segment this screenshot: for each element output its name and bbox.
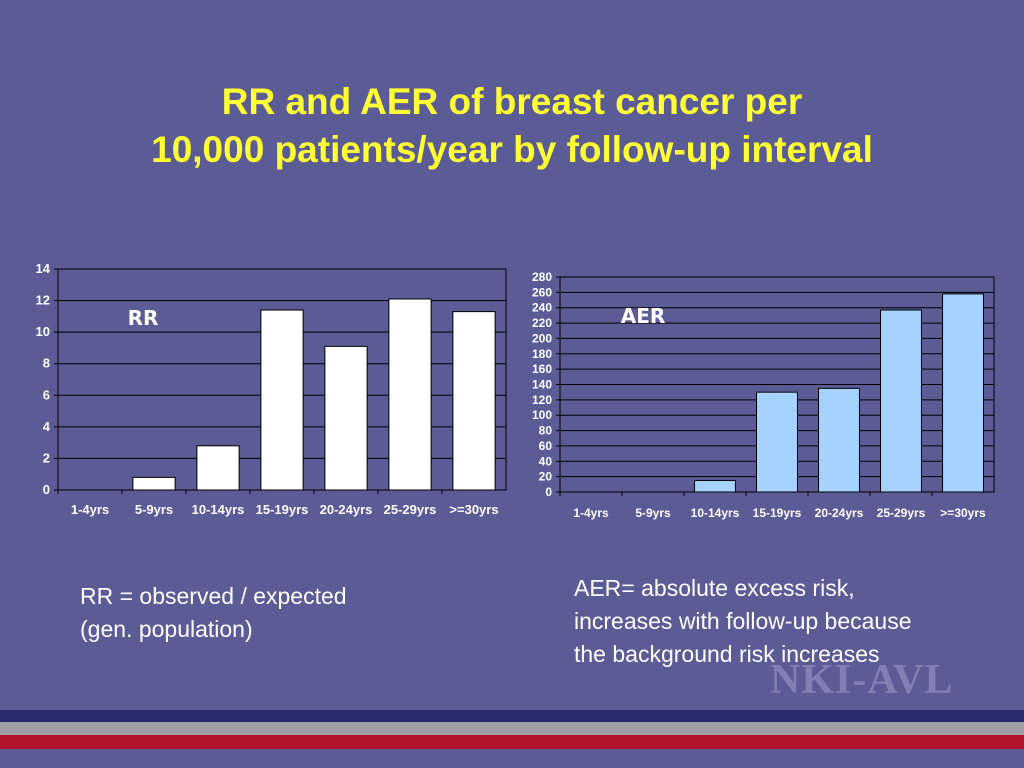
footer-stripe-gray <box>0 722 1024 735</box>
rr-bar <box>452 311 496 491</box>
aer-note: AER= absolute excess risk, increases wit… <box>574 572 912 671</box>
aer-bar <box>694 479 736 493</box>
rr-note-line-1: RR = observed / expected <box>80 583 347 609</box>
aer-ytick-label: 120 <box>532 393 552 407</box>
rr-xtick-label: 15-19yrs <box>256 502 309 517</box>
aer-ytick-label: 280 <box>532 270 552 284</box>
aer-ytick-label: 220 <box>532 316 552 330</box>
aer-ytick-label: 80 <box>539 424 553 438</box>
title-line-2: 10,000 patients/year by follow-up interv… <box>151 129 873 170</box>
rr-ytick-label: 12 <box>36 293 50 308</box>
aer-xtick-label: 20-24yrs <box>815 506 864 520</box>
aer-xtick-label: 15-19yrs <box>753 506 802 520</box>
aer-bar <box>942 293 984 493</box>
aer-ytick-label: 40 <box>539 454 553 468</box>
rr-bar <box>132 476 176 491</box>
aer-xtick-label: 25-29yrs <box>877 506 926 520</box>
rr-xtick-label: 25-29yrs <box>384 502 437 517</box>
aer-ytick-label: 240 <box>532 301 552 315</box>
aer-bar <box>880 309 922 493</box>
aer-note-line-2: increases with follow-up because <box>574 608 912 634</box>
aer-series-label: AER <box>621 304 666 328</box>
rr-bar <box>260 309 304 491</box>
rr-xtick-label: 1-4yrs <box>71 502 109 517</box>
rr-ytick-label: 2 <box>43 450 50 465</box>
aer-ytick-label: 200 <box>532 331 552 345</box>
rr-note-line-2: (gen. population) <box>80 616 253 642</box>
rr-bar <box>196 445 240 491</box>
aer-ytick-label: 180 <box>532 347 552 361</box>
footer-stripe-red <box>0 735 1024 749</box>
rr-xtick-label: >=30yrs <box>449 502 498 517</box>
rr-xtick-label: 20-24yrs <box>320 502 373 517</box>
aer-note-line-1: AER= absolute excess risk, <box>574 575 855 601</box>
aer-xtick-label: 10-14yrs <box>691 506 740 520</box>
aer-ytick-label: 0 <box>545 485 552 499</box>
aer-ytick-label: 260 <box>532 285 552 299</box>
slide-title: RR and AER of breast cancer per 10,000 p… <box>0 78 1024 174</box>
aer-xtick-label: 5-9yrs <box>635 506 671 520</box>
rr-ytick-label: 10 <box>36 324 50 339</box>
aer-ytick-label: 60 <box>539 439 553 453</box>
rr-ytick-label: 8 <box>43 356 50 371</box>
aer-note-line-3: the background risk increases <box>574 641 880 667</box>
rr-ytick-label: 6 <box>43 387 50 402</box>
aer-bar <box>818 387 860 493</box>
aer-ytick-label: 20 <box>539 470 553 484</box>
rr-xtick-label: 5-9yrs <box>135 502 173 517</box>
aer-xtick-label: 1-4yrs <box>573 506 609 520</box>
rr-bar-chart: 0 2 4 6 8 10 12 14 1-4yrs 5-9yrs 10-14yrs 15-19yrs 2… <box>36 261 507 517</box>
rr-ytick-label: 4 <box>43 419 51 434</box>
aer-xtick-label: >=30yrs <box>940 506 986 520</box>
rr-ytick-label: 0 <box>43 482 50 497</box>
footer-stripe-navy <box>0 710 1024 722</box>
aer-ytick-label: 160 <box>532 362 552 376</box>
aer-ytick-label: 140 <box>532 378 552 392</box>
aer-ytick-label: 100 <box>532 408 552 422</box>
aer-bar <box>756 391 798 493</box>
nki-avl-logo: NKI-AVL <box>770 657 954 703</box>
rr-series-label: RR <box>128 306 159 330</box>
rr-xtick-label: 10-14yrs <box>192 502 245 517</box>
rr-bar <box>388 298 432 491</box>
title-line-1: RR and AER of breast cancer per <box>221 81 803 122</box>
rr-note: RR = observed / expected (gen. populatio… <box>80 580 347 646</box>
rr-bar <box>324 345 368 491</box>
rr-ytick-label: 14 <box>36 261 51 276</box>
